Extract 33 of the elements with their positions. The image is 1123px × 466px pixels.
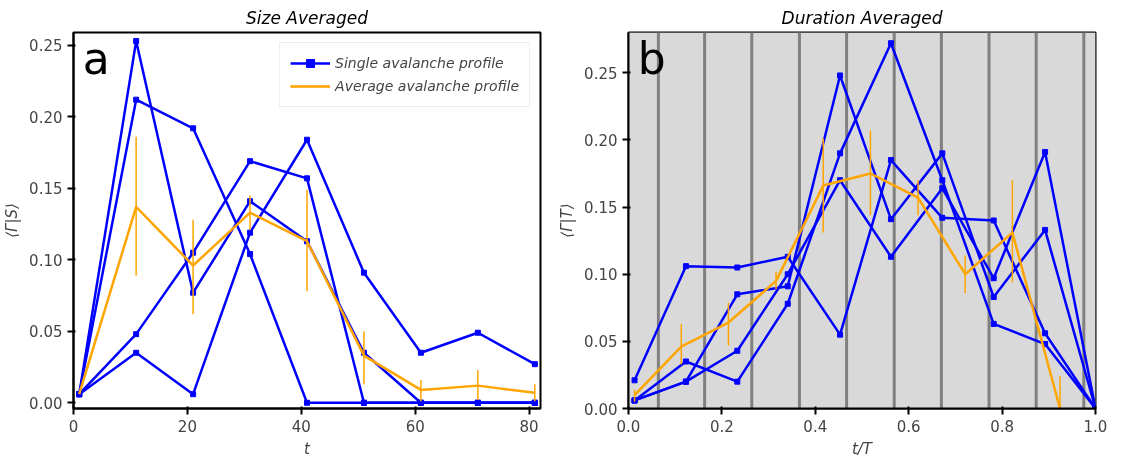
y-axis-title: ⟨Γ|T⟩ [558, 203, 577, 238]
x-tick-label: 40 [291, 417, 311, 436]
chart-title: Size Averaged [246, 7, 369, 28]
x-tick-label: 0.8 [990, 417, 1015, 436]
annotation: a [82, 32, 110, 84]
y-tick-label: 0.10 [29, 251, 63, 270]
x-axis-title: t [304, 439, 312, 458]
y-tick-label: 0.00 [29, 394, 63, 413]
y-tick-label: 0.10 [584, 266, 618, 285]
y-tick-label: 0.15 [29, 180, 63, 199]
y-tick-label: 0.05 [29, 323, 63, 342]
annotation: b [637, 32, 666, 84]
y-axis-title: ⟨Γ|S⟩ [3, 203, 22, 238]
y-tick-label: 0.25 [584, 64, 618, 83]
legend-label: Average avalanche profile [335, 78, 519, 94]
y-tick-label: 0.20 [29, 108, 63, 127]
legend-label: Single avalanche profile [335, 55, 504, 71]
y-tick-label: 0.20 [584, 131, 618, 150]
x-tick-label: 0.0 [616, 417, 641, 436]
y-tick-label: 0.05 [584, 333, 618, 352]
x-tick-label: 0.2 [709, 417, 734, 436]
y-tick-label: 0.25 [29, 37, 63, 56]
y-tick-label: 0.15 [584, 199, 618, 218]
y-tick-label: 0.00 [584, 400, 618, 419]
x-tick-label: 0.6 [896, 417, 921, 436]
chart-title: Duration Averaged [781, 7, 943, 28]
x-tick-label: 1.0 [1083, 417, 1108, 436]
x-tick-label: 80 [519, 417, 539, 436]
x-tick-label: 0 [68, 417, 79, 436]
x-tick-label: 0.4 [803, 417, 828, 436]
x-tick-label: 20 [177, 417, 197, 436]
x-axis-title: t/T [851, 439, 874, 458]
x-tick-label: 60 [405, 417, 425, 436]
